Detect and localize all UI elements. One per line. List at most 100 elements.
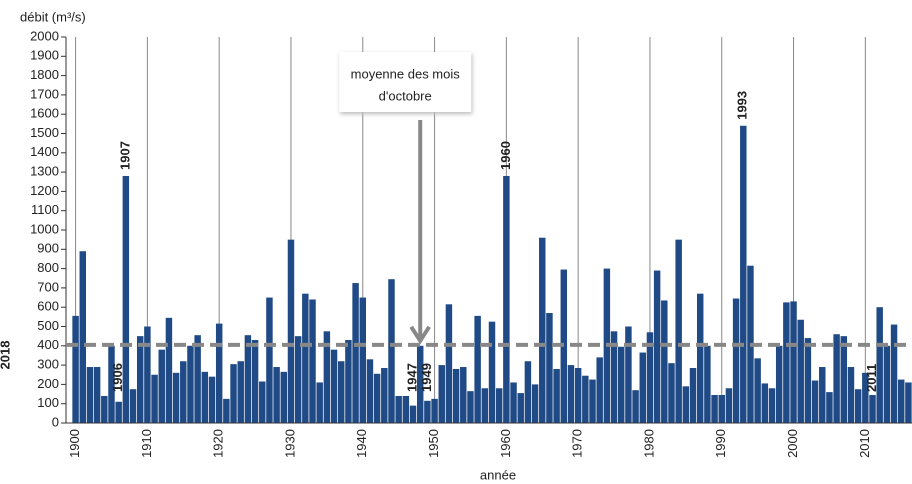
y-tick-label: 2000 xyxy=(30,28,59,43)
bar xyxy=(251,340,259,423)
bar xyxy=(309,299,316,423)
y-tick-label: 100 xyxy=(37,395,59,410)
bar xyxy=(330,349,338,423)
bar xyxy=(840,336,848,423)
y-tick-label: 900 xyxy=(37,241,59,256)
bar xyxy=(811,380,819,423)
bar xyxy=(905,382,912,423)
bar xyxy=(876,307,883,423)
x-axis-label: année xyxy=(480,467,516,482)
bar xyxy=(316,382,323,423)
bar xyxy=(510,382,517,423)
bar xyxy=(854,389,862,423)
y-axis-label: débit (m³/s) xyxy=(20,9,86,24)
bar xyxy=(409,405,417,423)
bar xyxy=(503,175,510,423)
y-tick-label: 500 xyxy=(37,318,59,333)
bar xyxy=(618,346,625,423)
bar xyxy=(517,393,524,423)
bar xyxy=(675,239,682,423)
note-box xyxy=(339,52,472,112)
x-tick-label: 1900 xyxy=(67,429,82,458)
x-tick-label: 1960 xyxy=(498,429,513,458)
bar xyxy=(180,361,187,423)
bar xyxy=(172,372,180,423)
year-label: 1949 xyxy=(419,363,434,392)
x-tick-label: 2010 xyxy=(857,429,872,458)
bar xyxy=(696,293,704,423)
bar xyxy=(151,374,158,423)
y-tick-label: 1800 xyxy=(30,67,59,82)
year-label: 1960 xyxy=(498,141,513,170)
bar xyxy=(280,371,288,423)
bar xyxy=(610,331,618,423)
y-tick-label: 0 xyxy=(52,414,59,429)
bar xyxy=(524,361,532,423)
bar xyxy=(373,373,381,423)
bar xyxy=(194,335,201,423)
year-label: 2011 xyxy=(864,364,879,392)
bar xyxy=(424,400,431,423)
bar xyxy=(86,367,94,423)
year-label: 1947 xyxy=(404,363,419,392)
bar xyxy=(431,398,438,423)
bar xyxy=(790,301,797,423)
bar xyxy=(129,389,137,423)
bar xyxy=(237,361,244,423)
bar xyxy=(869,395,876,423)
bar xyxy=(567,365,575,423)
bar xyxy=(201,371,209,423)
bar xyxy=(740,125,747,423)
y-tick-label: 200 xyxy=(37,376,59,391)
y-tick-label: 700 xyxy=(37,279,59,294)
bar xyxy=(345,340,352,423)
edge-label: 2018 xyxy=(0,341,12,370)
bar xyxy=(596,357,603,423)
x-tick-label: 1930 xyxy=(282,429,297,458)
bar xyxy=(890,324,898,423)
bar xyxy=(761,383,769,423)
bar xyxy=(625,326,632,423)
y-tick-label: 1200 xyxy=(30,183,59,198)
bar xyxy=(259,381,266,423)
y-tick-label: 1900 xyxy=(30,48,59,63)
bar xyxy=(531,384,539,423)
bar xyxy=(488,321,496,423)
bar xyxy=(833,334,840,423)
bar xyxy=(402,395,410,423)
x-tick-label: 1910 xyxy=(139,429,154,458)
bar xyxy=(754,358,761,423)
bar xyxy=(826,392,833,423)
bar xyxy=(539,237,546,423)
bar xyxy=(546,312,553,423)
bar xyxy=(366,359,374,423)
bar xyxy=(582,375,589,423)
bar xyxy=(144,326,151,423)
bar xyxy=(302,293,309,423)
x-tick-label: 1990 xyxy=(713,429,728,458)
bar xyxy=(460,367,467,423)
bar xyxy=(79,251,86,423)
bar xyxy=(72,315,79,423)
bar xyxy=(775,345,783,423)
y-tick-label: 1100 xyxy=(31,202,59,217)
bar xyxy=(689,367,697,423)
y-tick-label: 600 xyxy=(37,299,59,314)
bar xyxy=(287,239,295,423)
bar xyxy=(553,368,560,423)
bar xyxy=(704,345,711,423)
bar xyxy=(93,367,101,423)
bar xyxy=(115,401,122,423)
bar xyxy=(266,297,273,423)
y-tick-label: 1300 xyxy=(30,164,59,179)
bar xyxy=(352,283,359,423)
bar xyxy=(725,388,733,423)
bar xyxy=(165,317,173,423)
bar xyxy=(108,345,115,423)
bar xyxy=(438,365,445,423)
y-tick-label: 300 xyxy=(37,357,59,372)
bar xyxy=(682,386,690,423)
year-label: 1906 xyxy=(110,363,125,392)
bar xyxy=(819,367,826,423)
